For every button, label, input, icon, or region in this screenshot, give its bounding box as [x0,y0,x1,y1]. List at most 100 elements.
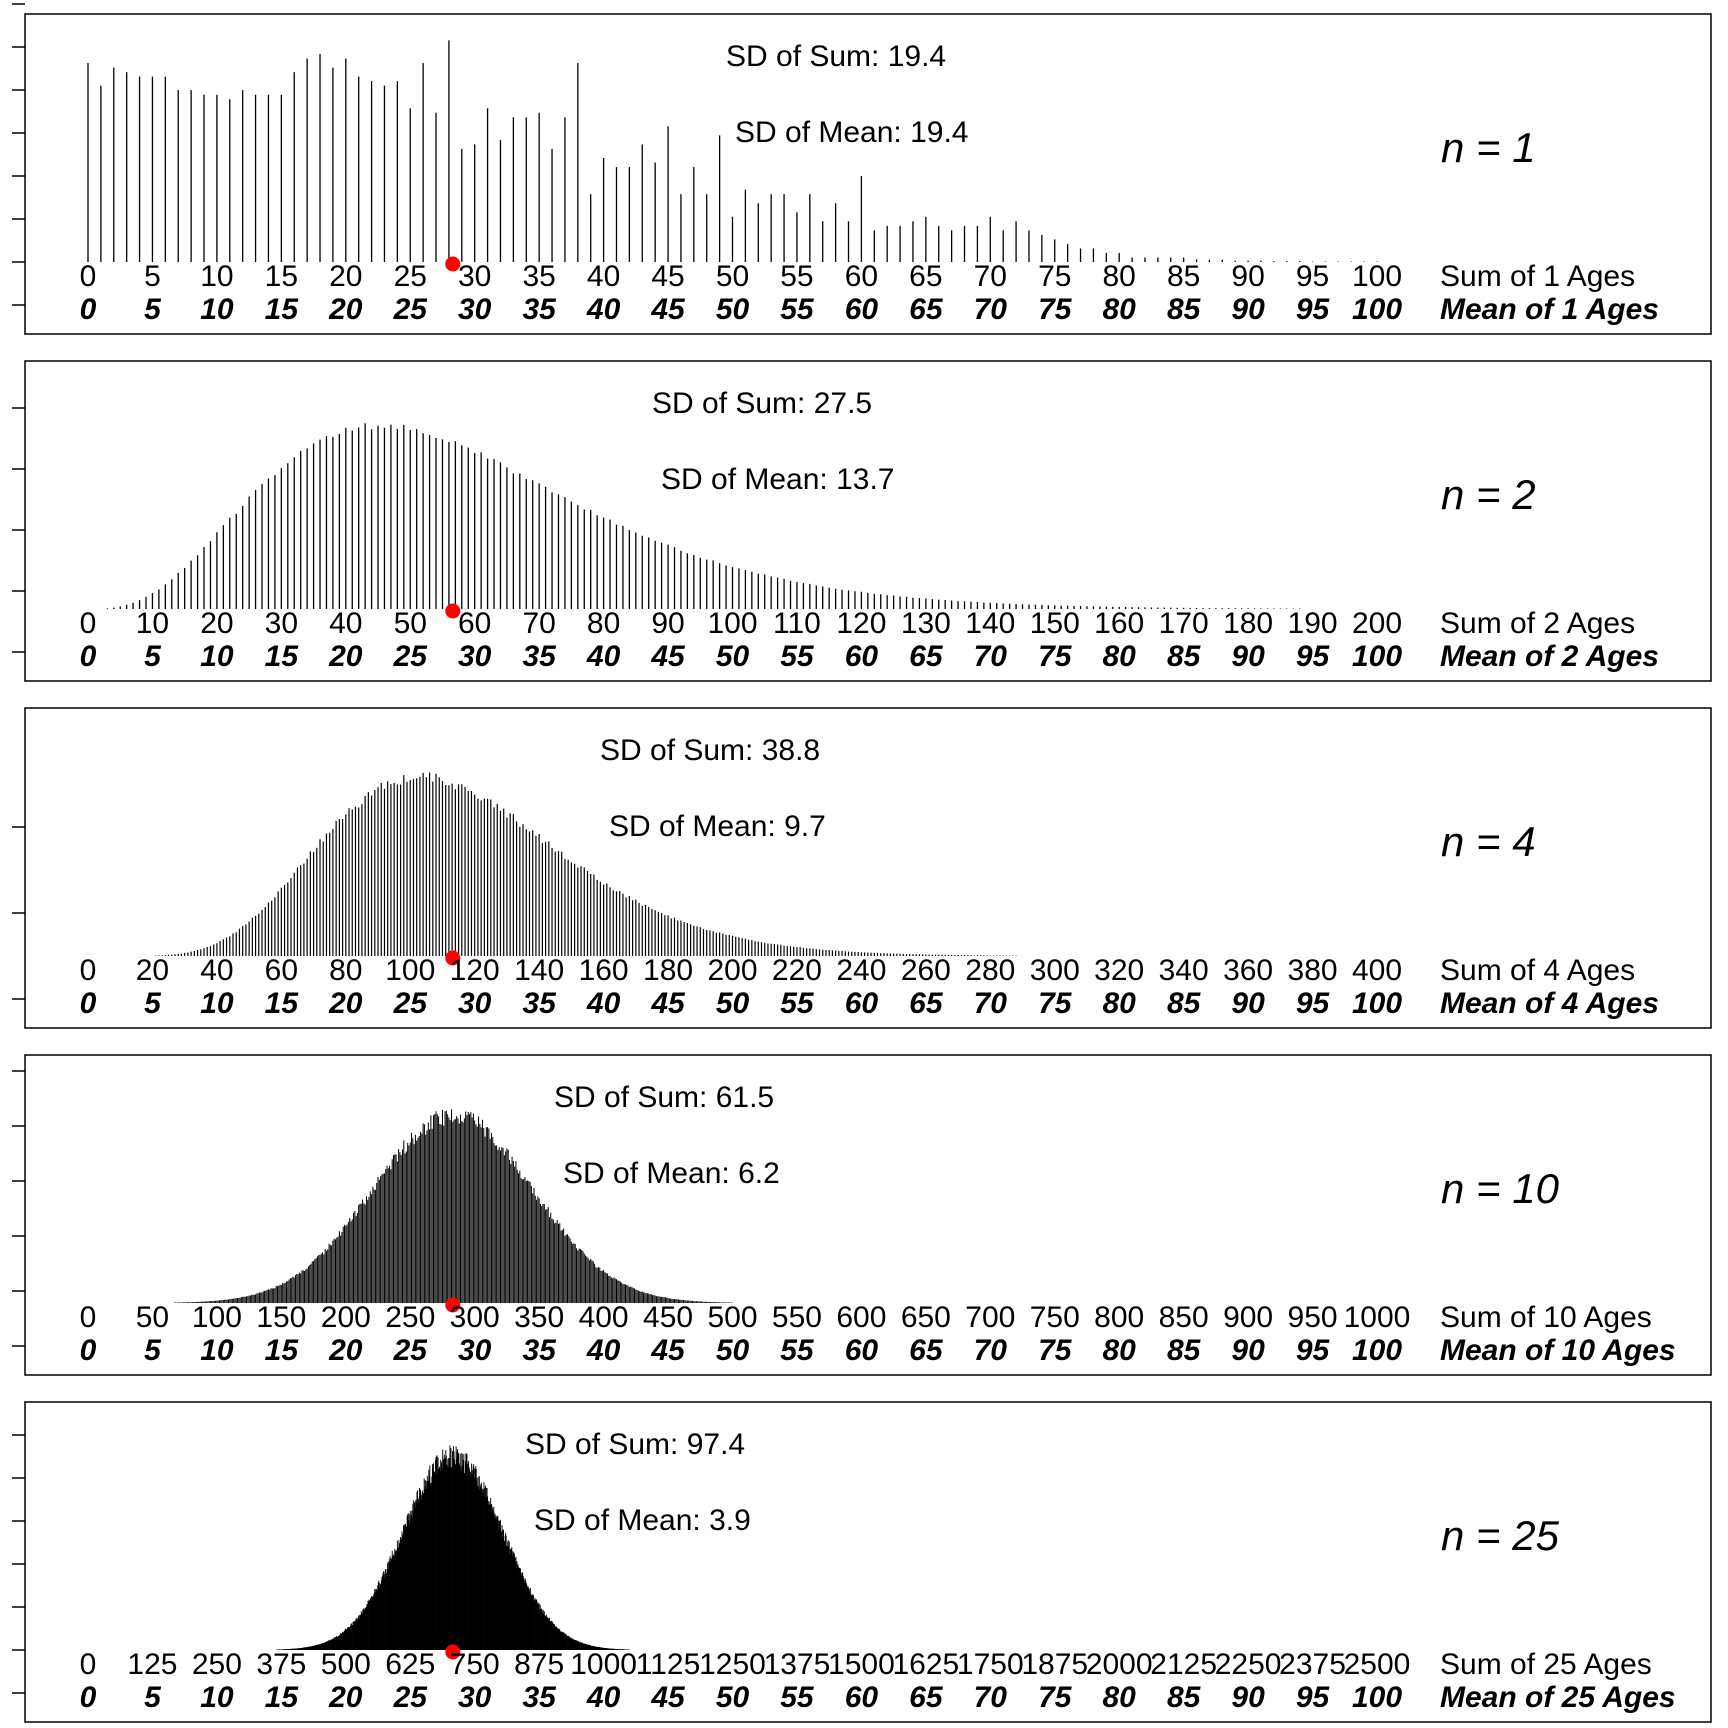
sum-tick-label: 60 [458,607,491,640]
mean-tick-label: 25 [393,987,429,1020]
mean-tick-label: 5 [144,640,162,673]
mean-axis-label: Mean of 10 Ages [1440,1334,1676,1367]
mean-marker [445,1644,461,1660]
mean-tick-label: 95 [1296,1334,1331,1367]
sum-tick-label: 100 [385,954,435,987]
mean-tick-label: 20 [328,1681,363,1714]
mean-tick-label: 85 [1167,1334,1202,1367]
sum-tick-label: 950 [1288,1301,1338,1334]
sum-axis-label: Sum of 25 Ages [1440,1648,1652,1681]
mean-tick-label: 60 [845,1681,879,1714]
sum-tick-label: 2250 [1215,1648,1282,1681]
sum-tick-label: 110 [773,607,821,640]
mean-tick-label: 55 [780,987,815,1020]
sum-tick-label: 2000 [1086,1648,1153,1681]
sum-tick-label: 150 [1030,607,1080,640]
mean-tick-label: 45 [650,640,686,673]
mean-tick-label: 40 [586,293,621,326]
sum-tick-label: 160 [579,954,629,987]
sum-tick-label: 180 [1223,607,1273,640]
mean-tick-label: 60 [845,640,879,673]
sd-of-mean-label: SD of Mean: 9.7 [609,810,826,843]
mean-axis-label: Mean of 4 Ages [1440,987,1659,1020]
sum-tick-label: 50 [136,1301,169,1334]
sum-tick-label: 30 [458,260,491,293]
mean-tick-label: 50 [716,1334,750,1367]
mean-tick-label: 70 [974,1334,1008,1367]
n-label: n = 25 [1441,1512,1560,1559]
sd-of-mean-label: SD of Mean: 3.9 [534,1504,751,1537]
sum-tick-label: 300 [450,1301,500,1334]
mean-tick-label: 35 [522,1681,557,1714]
mean-tick-label: 100 [1352,293,1402,326]
mean-tick-label: 80 [1103,1334,1137,1367]
panel-n4: 0 20 40 60 80 100 120 140 160 180 200 220 240 260 280 3… [12,707,1712,1029]
sum-tick-label: 150 [256,1301,306,1334]
sd-of-sum-label: SD of Sum: 38.8 [600,734,820,767]
sum-tick-label: 60 [845,260,878,293]
sum-tick-label: 0 [80,1301,97,1334]
mean-tick-label: 70 [974,293,1008,326]
mean-tick-label: 45 [650,1334,686,1367]
mean-tick-label: 85 [1167,987,1202,1020]
mean-tick-label: 0 [80,1681,97,1714]
sum-tick-label: 750 [450,1648,500,1681]
sum-tick-label: 25 [394,260,427,293]
mean-tick-label: 70 [974,640,1008,673]
sum-tick-label: 260 [901,954,951,987]
sum-tick-label: 120 [450,954,500,987]
sum-axis-label: Sum of 10 Ages [1440,1301,1652,1334]
panel-frame [24,1054,1712,1376]
sum-tick-label: 400 [579,1301,629,1334]
sum-tick-label: 85 [1167,260,1200,293]
mean-tick-label: 40 [586,1681,621,1714]
mean-tick-label: 40 [586,1334,621,1367]
mean-tick-label: 30 [458,293,492,326]
sum-tick-label: 250 [192,1648,242,1681]
mean-tick-label: 30 [458,1681,492,1714]
sum-tick-label: 0 [80,1648,97,1681]
mean-tick-label: 95 [1296,640,1331,673]
sum-tick-label: 40 [587,260,620,293]
sum-tick-label: 1000 [1344,1301,1411,1334]
mean-tick-label: 30 [458,640,492,673]
sum-tick-label: 20 [200,607,233,640]
sd-of-mean-label: SD of Mean: 19.4 [735,116,968,149]
mean-tick-label: 35 [522,640,557,673]
mean-tick-label: 25 [393,1681,429,1714]
sum-tick-label: 300 [1030,954,1080,987]
sum-tick-label: 55 [780,260,813,293]
mean-tick-label: 15 [265,1334,300,1367]
sum-tick-label: 2500 [1344,1648,1411,1681]
sum-tick-label: 10 [200,260,233,293]
sum-tick-label: 5 [144,260,161,293]
mean-tick-label: 80 [1103,1681,1137,1714]
mean-tick-label: 20 [328,293,363,326]
mean-tick-label: 95 [1296,987,1331,1020]
sum-tick-label: 180 [643,954,693,987]
sum-tick-label: 125 [127,1648,177,1681]
mean-tick-label: 10 [200,1681,234,1714]
sum-tick-label: 550 [772,1301,822,1334]
mean-tick-label: 0 [80,293,97,326]
mean-tick-label: 90 [1231,987,1265,1020]
sum-tick-label: 450 [643,1301,693,1334]
mean-tick-label: 60 [845,987,879,1020]
mean-tick-label: 15 [265,1681,300,1714]
sum-tick-label: 320 [1094,954,1144,987]
sum-tick-label: 850 [1159,1301,1209,1334]
panel-frame [24,1401,1712,1723]
sum-tick-label: 1125 [636,1648,701,1681]
sum-tick-label: 200 [1352,607,1402,640]
sum-tick-label: 280 [965,954,1015,987]
sum-tick-label: 190 [1288,607,1338,640]
panel-n10: 0 50 100 150 200 250 300 350 400 450 500 550 600 650 7… [12,1054,1712,1376]
mean-tick-label: 35 [522,987,557,1020]
sum-tick-label: 200 [707,954,757,987]
sum-tick-label: 100 [1352,260,1402,293]
sum-tick-label: 35 [522,260,555,293]
sum-tick-label: 900 [1223,1301,1273,1334]
mean-tick-label: 85 [1167,640,1202,673]
sum-tick-label: 60 [265,954,298,987]
mean-marker [445,950,461,966]
